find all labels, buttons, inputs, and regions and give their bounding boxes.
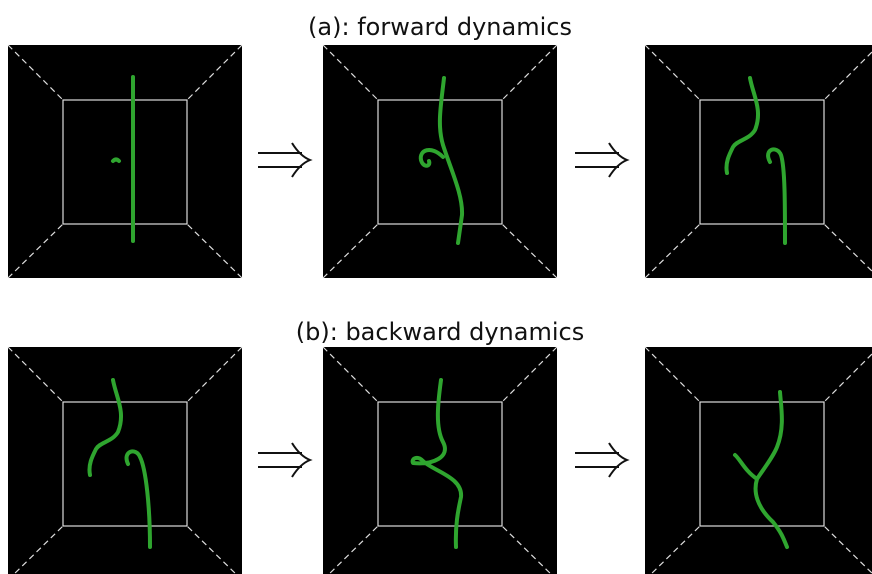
simulation-panel [8,347,242,574]
simulation-panel [323,45,557,278]
arrow-head [292,443,310,477]
arrow-shaft [575,153,619,167]
panel-background [645,347,872,574]
simulation-panel [645,347,872,574]
arrow-shaft [258,153,302,167]
figure: (a): forward dynamics (b): backward dyna… [0,0,872,574]
panel-background [645,45,872,278]
double-arrow [575,143,627,177]
arrow-head [609,143,627,177]
filament [113,160,119,162]
double-arrow [258,443,310,477]
panel-background [8,45,242,278]
row-caption: (b): backward dynamics [296,318,584,346]
double-arrow [575,443,627,477]
arrow-shaft [258,453,302,467]
simulation-panel [323,347,557,574]
simulation-panel [8,45,242,278]
simulation-panel [645,45,872,278]
panel-background [323,45,557,278]
row-caption: (a): forward dynamics [308,13,572,41]
arrow-head [292,143,310,177]
arrow-head [609,443,627,477]
double-arrow [258,143,310,177]
arrow-shaft [575,453,619,467]
